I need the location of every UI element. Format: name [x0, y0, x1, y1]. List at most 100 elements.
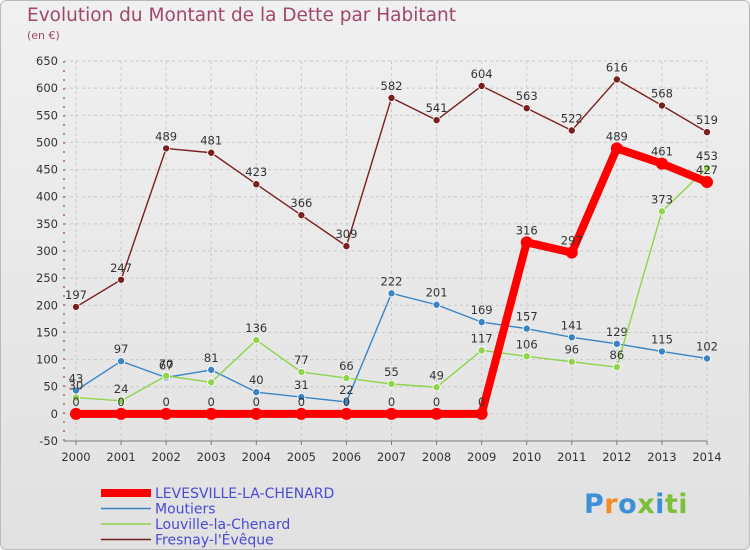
data-point: [522, 352, 531, 361]
data-point: [250, 407, 263, 420]
data-label: 77: [294, 353, 309, 367]
data-point: [297, 368, 306, 377]
data-label: 541: [426, 101, 448, 115]
y-tick-label: 200: [36, 298, 58, 312]
data-label: 481: [200, 134, 222, 148]
data-label: 316: [516, 223, 538, 237]
data-label: 67: [159, 358, 174, 372]
data-label: 24: [114, 382, 129, 396]
chart-title: Evolution du Montant de la Dette par Hab…: [27, 5, 456, 26]
data-point: [657, 347, 666, 356]
logo-letter: i: [655, 489, 665, 520]
data-label: 157: [516, 310, 538, 324]
y-tick-label: 150: [36, 325, 58, 339]
data-label: 0: [253, 395, 260, 409]
data-label: 96: [564, 343, 579, 357]
y-tick-label: 100: [36, 353, 58, 367]
data-point: [701, 176, 713, 189]
y-tick-label: 450: [36, 163, 58, 177]
data-point: [117, 396, 126, 405]
data-label: 453: [696, 149, 718, 163]
data-label: 141: [561, 318, 583, 332]
data-point: [72, 302, 81, 311]
x-tick-label: 2006: [332, 450, 361, 464]
data-point: [72, 393, 81, 402]
legend-label: Louville-la-Chenard: [155, 517, 290, 533]
data-point: [432, 116, 441, 125]
data-label: 297: [561, 234, 583, 248]
data-label: 0: [478, 395, 485, 409]
data-point: [655, 157, 668, 170]
y-tick-label: -50: [39, 434, 58, 448]
data-point: [432, 383, 441, 392]
data-point: [567, 126, 576, 135]
data-label: 106: [516, 337, 538, 351]
y-tick-label: 650: [36, 54, 58, 68]
data-point: [387, 379, 396, 388]
logo-letter: x: [637, 489, 656, 520]
data-label: 519: [696, 113, 718, 127]
data-point: [430, 407, 443, 420]
data-label: 97: [114, 342, 129, 356]
data-label: 102: [696, 339, 718, 353]
x-tick-label: 2007: [377, 450, 406, 464]
data-label: 489: [606, 129, 628, 143]
data-point: [252, 388, 261, 397]
data-label: 616: [606, 60, 628, 74]
data-label: 0: [298, 395, 305, 409]
data-point: [162, 371, 171, 380]
data-label: 427: [696, 163, 718, 177]
data-point: [432, 300, 441, 309]
data-label: 40: [249, 373, 264, 387]
data-label: 582: [381, 79, 403, 93]
y-tick-label: 550: [36, 108, 58, 122]
data-label: 70: [159, 357, 174, 371]
data-label: 489: [155, 129, 177, 143]
data-label: 129: [606, 325, 628, 339]
data-label: 197: [65, 288, 87, 302]
legend-label: LEVESVILLE-LA-CHENARD: [155, 486, 334, 502]
data-point: [477, 318, 486, 327]
data-point: [522, 324, 531, 333]
data-label: 81: [204, 351, 219, 365]
x-tick-label: 2000: [61, 450, 90, 464]
data-point: [703, 128, 712, 137]
data-point: [520, 236, 533, 249]
data-label: 169: [471, 303, 493, 317]
data-label: 309: [335, 227, 357, 241]
data-point: [342, 397, 351, 406]
data-point: [70, 407, 82, 420]
data-point: [703, 163, 712, 172]
data-label: 0: [388, 395, 395, 409]
data-point: [657, 207, 666, 216]
data-point: [162, 144, 171, 153]
logo-letter: r: [604, 489, 619, 520]
data-point: [522, 104, 531, 113]
logo-letter: o: [618, 489, 638, 520]
data-label: 604: [471, 67, 493, 81]
data-point: [117, 275, 126, 284]
x-tick-label: 2014: [692, 450, 721, 464]
data-point: [475, 407, 488, 420]
data-label: 86: [610, 348, 625, 362]
data-point: [297, 393, 306, 402]
x-tick-label: 2002: [152, 450, 181, 464]
data-label: 563: [516, 89, 538, 103]
y-tick-label: 600: [36, 81, 58, 95]
data-label: 222: [381, 274, 403, 288]
data-label: 43: [69, 372, 84, 386]
data-label: 0: [72, 395, 79, 409]
x-tick-label: 2003: [197, 450, 226, 464]
data-point: [205, 407, 218, 420]
y-tick-label: 300: [36, 244, 58, 258]
data-point: [657, 101, 666, 110]
data-point: [295, 407, 308, 420]
data-label: 423: [245, 165, 267, 179]
x-tick-label: 2010: [512, 450, 541, 464]
data-label: 117: [471, 331, 493, 345]
data-point: [252, 180, 261, 189]
legend-label: Fresnay-l'Évêque: [155, 532, 274, 549]
data-point: [567, 357, 576, 366]
data-label: 461: [651, 145, 673, 159]
